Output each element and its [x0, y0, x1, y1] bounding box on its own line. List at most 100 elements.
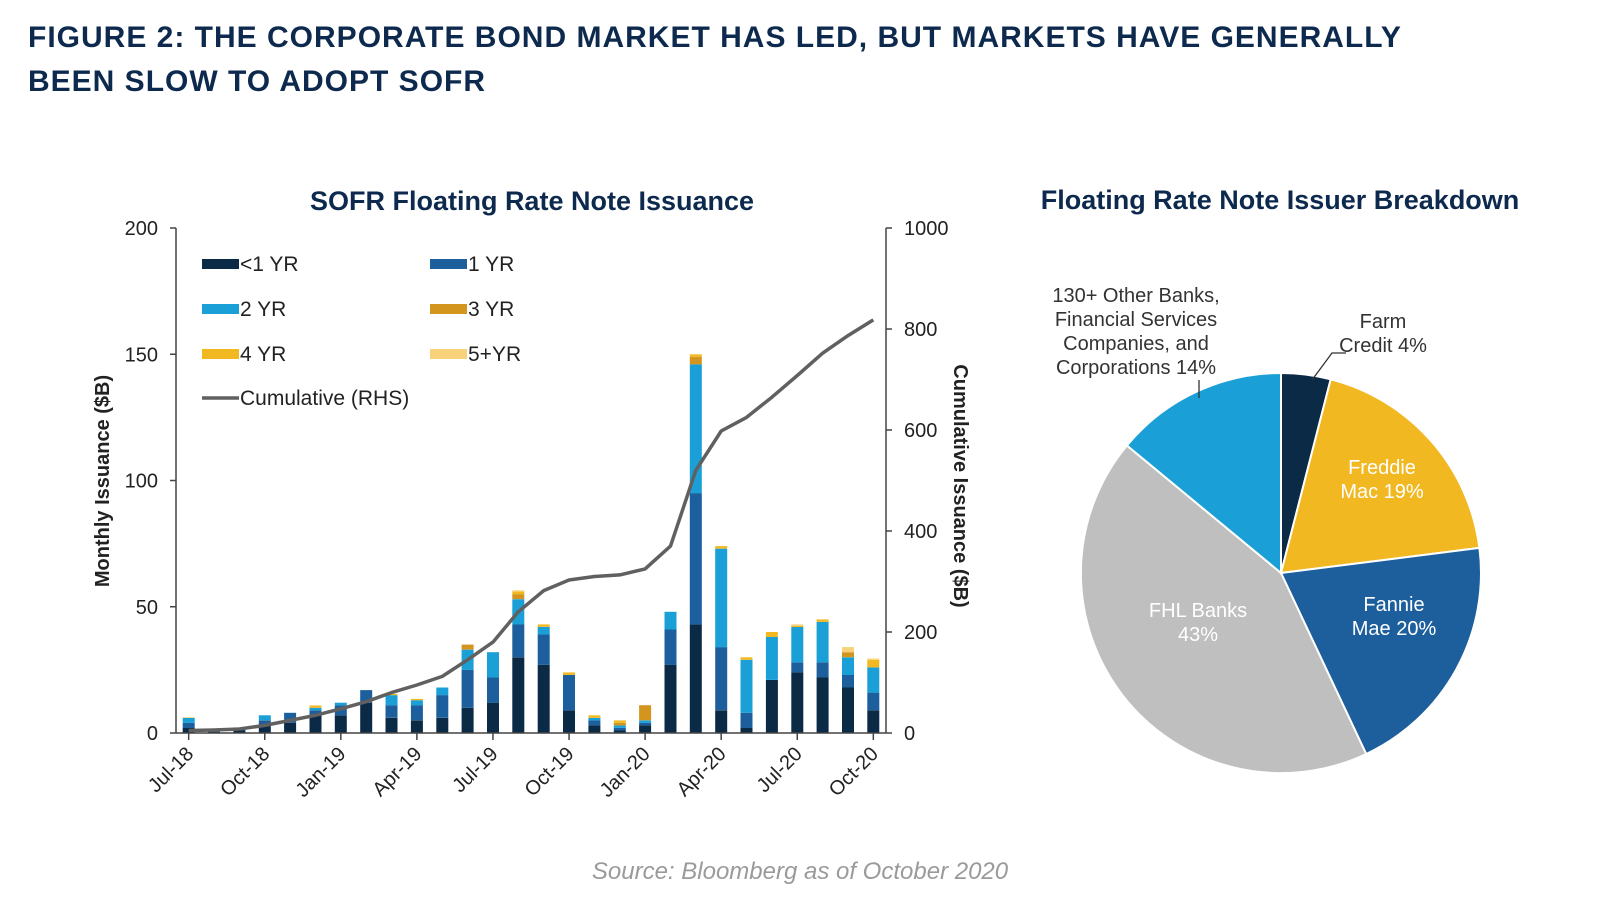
legend: <1 YR 1 YR 2 YR 3 YR 4 YR 5+YR Cumulative (RHS…	[202, 253, 521, 410]
legend-label: <1 YR	[240, 253, 299, 276]
bar-segment-y2-Mar-20	[689, 364, 702, 494]
bar-segment-y1-Dec-18	[309, 710, 322, 716]
bar-segment-y2-Oct-18	[258, 715, 271, 721]
bar-stack-Jan-20	[639, 705, 652, 733]
bar-segment-lt1-May-20	[740, 728, 753, 733]
legend-swatch	[202, 349, 239, 359]
bar-segment-y3-Sep-20	[842, 652, 854, 658]
pie-label-line: Credit 4%	[1339, 335, 1427, 357]
bar-segment-lt1-Mar-19	[385, 717, 398, 733]
bar-segment-lt1-Nov-18	[284, 722, 297, 733]
x-tick-label: Jul-20	[753, 743, 807, 797]
bar-segment-lt1-Sep-19	[537, 664, 550, 733]
bar-segment-lt1-Sep-18	[233, 730, 246, 733]
bar-segment-lt1-Aug-19	[512, 657, 525, 734]
bar-stack-Dec-19	[613, 720, 626, 733]
y-tick-label: 50	[136, 597, 158, 619]
bar-segment-y4-Oct-19	[563, 672, 575, 675]
bar-segment-lt1-Dec-18	[309, 715, 322, 733]
pie-label-line: Mac 19%	[1340, 481, 1424, 503]
legend-swatch	[430, 304, 467, 314]
legend-label: 1 YR	[468, 253, 514, 276]
bar-segment-y1-Nov-19	[588, 720, 601, 726]
bar-segment-y2-Jun-20	[765, 637, 778, 680]
bar-segment-lt1-Oct-18	[258, 725, 271, 733]
pie-label-line: Freddie	[1348, 457, 1416, 479]
bar-segment-lt1-Feb-20	[664, 664, 677, 733]
y2-tick-label: 400	[904, 521, 937, 543]
x-tick-label: Jan-20	[596, 743, 655, 802]
pie-label-line: Corporations 14%	[1056, 357, 1216, 379]
bar-segment-y2-Jan-19	[334, 702, 347, 706]
bar-segment-y2-Jul-18	[182, 717, 195, 723]
bar-segment-y1-Aug-19	[512, 624, 525, 658]
y2-tick-label: 1000	[904, 218, 949, 240]
bar-segment-y1-Jul-19	[487, 677, 499, 703]
bar-segment-y5-Dec-18	[309, 705, 322, 706]
bar-segment-y2-Apr-20	[715, 548, 728, 648]
bar-stack-Aug-20	[816, 619, 829, 733]
pie-label-line: 43%	[1178, 624, 1218, 646]
bar-segment-y1-Dec-19	[613, 728, 626, 731]
bar-segment-y5-Oct-20	[867, 658, 880, 660]
bar-segment-y1-Mar-20	[689, 493, 702, 625]
bar-segment-y2-Jan-20	[639, 720, 652, 723]
y2-tick-label: 200	[904, 622, 937, 644]
pie-label-line: Financial Services	[1055, 309, 1217, 331]
bar-segment-lt1-Apr-19	[410, 720, 423, 733]
bar-segment-lt1-Oct-19	[563, 710, 575, 733]
bar-segment-y1-Jul-18	[182, 722, 195, 728]
bar-segment-y2-Jul-20	[791, 627, 804, 663]
bar-stack-Dec-18	[309, 705, 322, 733]
bar-segment-lt1-May-19	[436, 717, 449, 733]
bar-segment-y4-Aug-19	[512, 591, 525, 595]
bar-segment-y4-Mar-19	[385, 693, 398, 696]
bar-stack-Jun-20	[765, 632, 778, 733]
legend-item-y5: 5+YR	[430, 343, 521, 366]
legend-swatch	[430, 349, 467, 359]
pie-label-line: FHL Banks	[1149, 600, 1247, 622]
bar-segment-y2-Jul-19	[487, 652, 499, 678]
pie-label-line: Mae 20%	[1352, 618, 1437, 640]
bar-segment-lt1-Oct-20	[867, 710, 880, 733]
bar-stack-Feb-19	[360, 690, 373, 733]
figure-title-line-1: FIGURE 2: THE CORPORATE BOND MARKET HAS …	[28, 21, 1402, 54]
bar-stack-Jun-19	[461, 644, 474, 734]
legend-label: Cumulative (RHS)	[240, 387, 409, 410]
x-tick-label: Apr-19	[368, 743, 426, 801]
bar-segment-y5-Aug-19	[512, 590, 525, 592]
bar-segment-y1-Nov-18	[284, 712, 297, 723]
bar-segment-y4-Sep-19	[537, 624, 550, 627]
bar-segment-y1-Sep-20	[842, 674, 854, 688]
bar-segment-y4-Mar-20	[689, 354, 702, 357]
pie-label-line: Companies, and	[1063, 333, 1209, 355]
sofr-issuance-chart: SOFR Floating Rate Note Issuance 0 50 100 1…	[92, 186, 971, 802]
bar-stack-May-20	[740, 657, 753, 733]
bar-segment-y3-Jun-19	[461, 644, 474, 650]
bar-segment-y2-Dec-19	[613, 725, 626, 728]
bar-segment-lt1-Jul-20	[791, 672, 804, 733]
bar-segment-y4-Dec-18	[309, 706, 322, 708]
bar-stack-Oct-19	[563, 672, 575, 733]
bar-segment-lt1-Nov-19	[588, 725, 601, 733]
bar-segment-y2-May-20	[740, 659, 753, 713]
legend-swatch	[202, 304, 239, 314]
bar-segment-y3-Aug-19	[512, 594, 525, 600]
bar-segment-y4-Apr-19	[410, 698, 423, 701]
y-tick-label: 150	[125, 344, 158, 366]
bar-segment-y2-Nov-19	[588, 717, 601, 721]
bar-segment-y4-Aug-20	[816, 619, 829, 622]
bar-segment-y4-Jul-20	[791, 625, 804, 627]
source-note: Source: Bloomberg as of October 2020	[591, 858, 1009, 885]
y2-tick-label: 600	[904, 420, 937, 442]
legend-label: 2 YR	[240, 298, 286, 321]
bar-segment-y2-Feb-20	[664, 611, 677, 630]
bar-stack-Nov-19	[588, 715, 601, 733]
bar-segment-y3-Mar-20	[689, 356, 702, 365]
legend-label: 3 YR	[468, 298, 514, 321]
bar-stack-Jul-19	[487, 652, 499, 733]
bar-segment-lt1-Jan-20	[639, 725, 652, 733]
bar-stack-Mar-19	[385, 693, 398, 733]
